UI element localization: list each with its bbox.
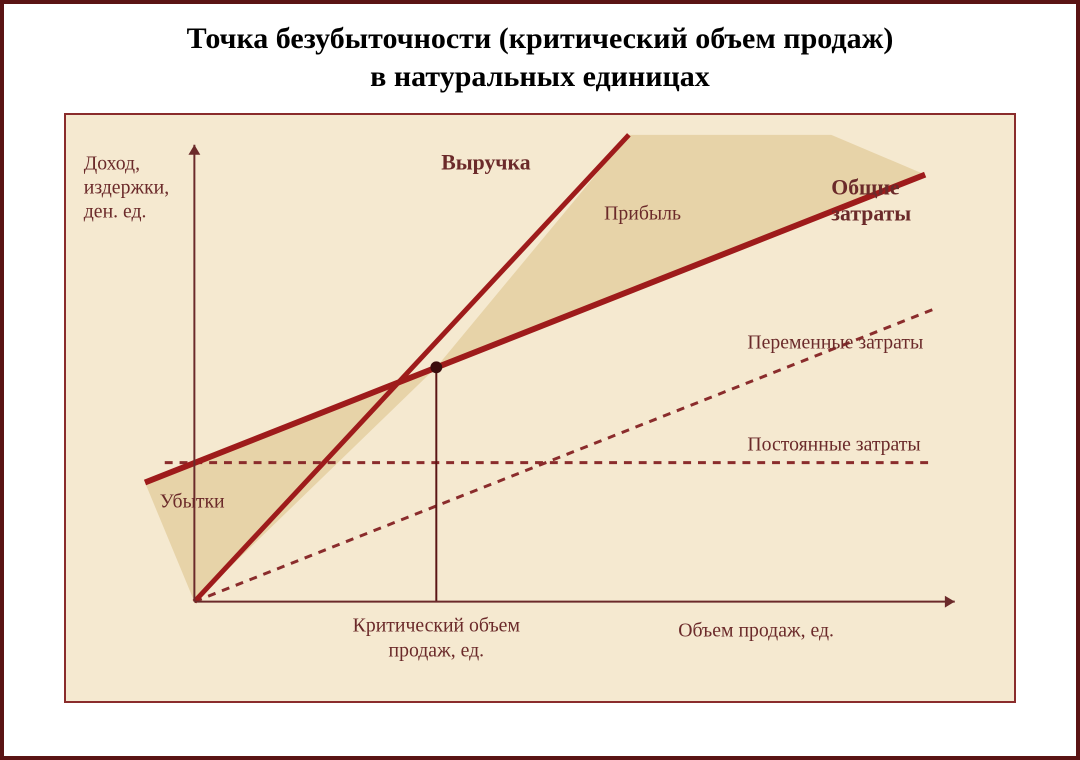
loss-area: [145, 367, 436, 601]
revenue-label: Выручка: [441, 151, 530, 175]
y-axis-label-1: Доход,: [84, 153, 140, 175]
critical-volume-label-2: продаж, ед.: [389, 639, 485, 661]
title-line-1: Точка безубыточности (критический объем …: [44, 20, 1036, 58]
profit-label: Прибыль: [604, 202, 681, 224]
total-cost-label-2: затраты: [831, 201, 911, 225]
x-axis-label: Объем продаж, ед.: [678, 619, 834, 641]
breakeven-point: [430, 361, 442, 373]
y-axis-label-2: издержки,: [84, 176, 169, 198]
y-axis-label-3: ден. ед.: [84, 200, 147, 222]
outer-frame: Точка безубыточности (критический объем …: [0, 0, 1080, 760]
critical-volume-label-1: Критический объем: [353, 614, 521, 636]
breakeven-chart-svg: Доход, издержки, ден. ед. Объем продаж, …: [66, 115, 1014, 701]
chart-area: Доход, издержки, ден. ед. Объем продаж, …: [64, 113, 1016, 703]
variable-cost-label: Переменные затраты: [747, 331, 923, 353]
chart-title: Точка безубыточности (критический объем …: [4, 12, 1076, 107]
title-line-2: в натуральных единицах: [44, 58, 1036, 96]
total-cost-label-1: Общие: [831, 175, 900, 199]
fixed-cost-label: Постоянные затраты: [747, 434, 920, 456]
loss-label: Убытки: [160, 490, 225, 512]
revenue-line: [194, 135, 629, 602]
